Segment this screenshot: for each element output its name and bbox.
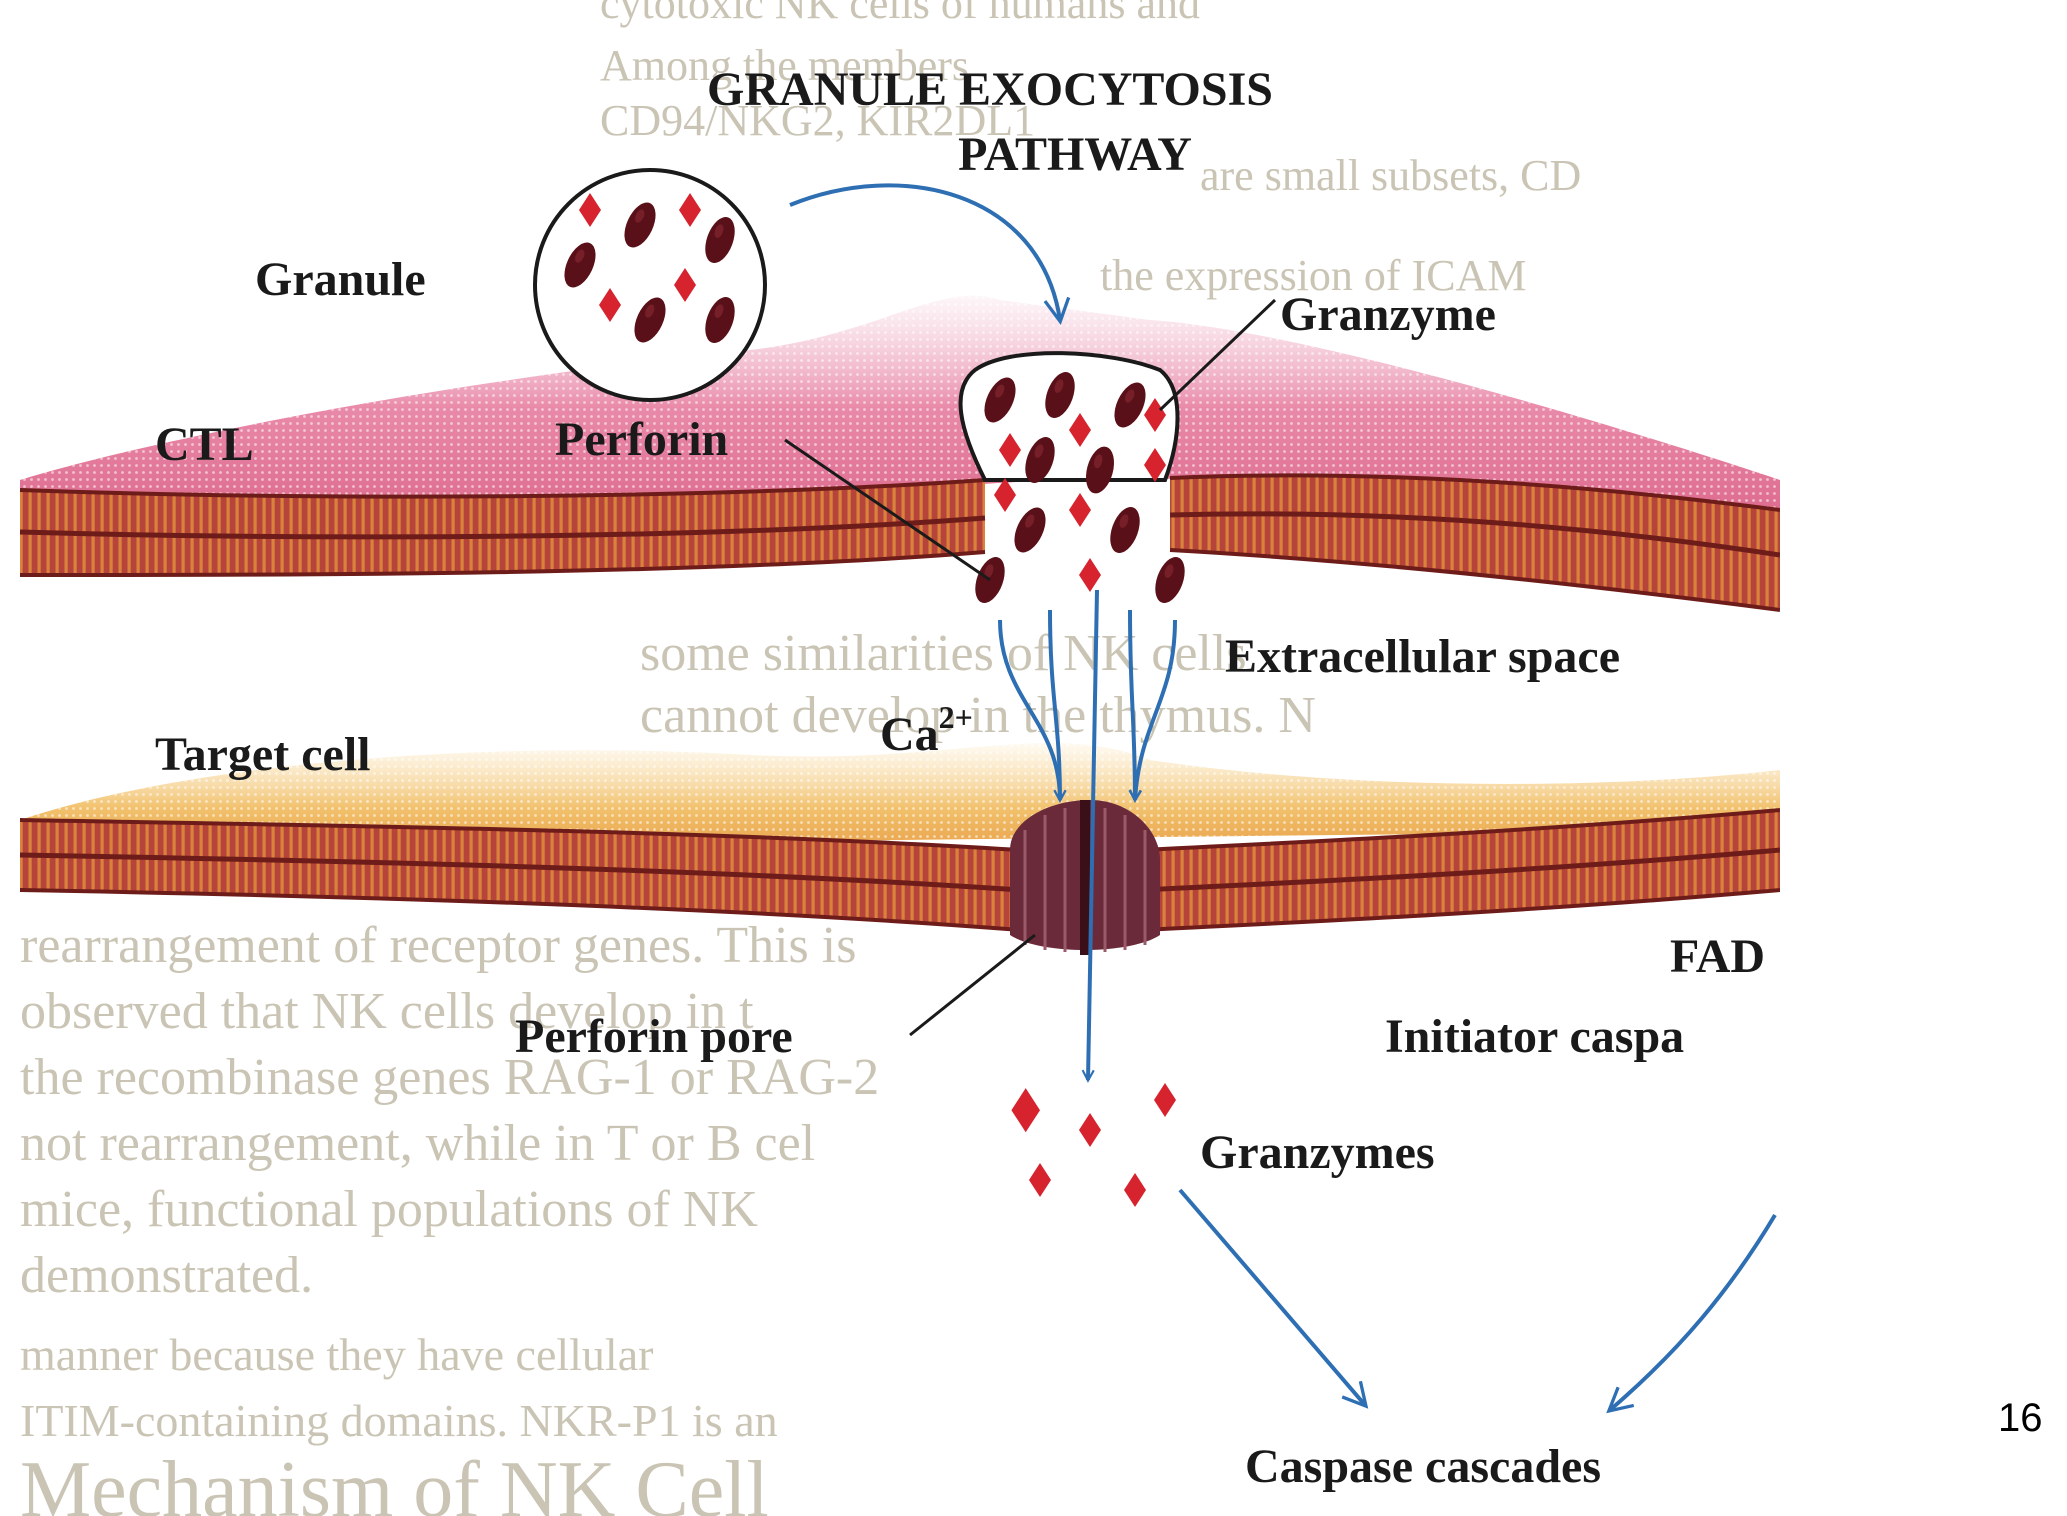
granzymes-label: Granzymes: [1200, 1126, 1435, 1179]
background-text-line: Mechanism of NK Cell: [20, 1446, 769, 1516]
calcium-label: Ca2+: [880, 699, 973, 761]
released-granzymes: [1011, 1083, 1176, 1207]
extracellular-space-label: Extracellular space: [1225, 630, 1620, 683]
granzyme-entry-arrow: [1088, 589, 1099, 1080]
granzyme-caspase-arrow: [1178, 1188, 1369, 1409]
target-cell: [19, 743, 1780, 932]
background-text-line: some similarities of NK cells: [640, 625, 1247, 682]
background-text-line: demonstrated.: [20, 1247, 313, 1304]
pointer-lines: [784, 298, 1277, 1037]
target-cell-label: Target cell: [155, 728, 370, 781]
fadd-label: FAD: [1670, 930, 1765, 983]
ctl-membrane-left: [20, 480, 985, 575]
perforin-pore-label: Perforin pore: [515, 1010, 793, 1063]
perforin-arrow: [1128, 609, 1135, 800]
background-text-line: are small subsets, CD: [1200, 151, 1581, 200]
granzyme-pointer: [1158, 298, 1277, 412]
caspase-cascades-label: Caspase cascades: [1245, 1440, 1601, 1493]
fusing-granule: [958, 351, 1191, 607]
title-line-1: GRANULE EXOCYTOSIS: [707, 63, 1273, 116]
ctl-cell: [19, 295, 1780, 612]
perforin-arrow: [998, 619, 1060, 800]
arrows: [789, 183, 1777, 1414]
target-membrane-left: [20, 820, 1020, 930]
initiator-caspase-label: Initiator caspa: [1385, 1010, 1684, 1063]
exocytosis-arrow: [789, 183, 1071, 325]
granule-label: Granule: [255, 253, 426, 306]
granule-exocytosis-diagram: cytotoxic NK cells of humans and Among t…: [19, 0, 1780, 1516]
granule: [533, 168, 767, 402]
background-text-line: manner because they have cellular: [20, 1329, 653, 1380]
background-text-line: ITIM-containing domains. NKR-P1 is an: [20, 1395, 778, 1446]
perforin-arrow: [1048, 609, 1060, 800]
background-text-line: Among the members: [600, 41, 969, 90]
title-line-2: PATHWAY: [958, 128, 1192, 181]
ctl-membrane-right: [1170, 475, 1780, 610]
perforin-arrow: [1135, 619, 1177, 800]
perforin-pore: [1010, 800, 1160, 955]
granzyme-label: Granzyme: [1280, 288, 1496, 341]
background-text-line: CD94/NKG2, KIR2DL1: [600, 96, 1035, 145]
initiator-caspase-arrow: [1606, 1213, 1777, 1414]
background-text-line: cytotoxic NK cells of humans and: [600, 0, 1200, 28]
background-text-line: rearrangement of receptor genes. This is: [20, 917, 856, 974]
perforin-pore-pointer: [909, 933, 1036, 1037]
background-text-line: mice, functional populations of NK: [20, 1181, 758, 1238]
background-text-line: the recombinase genes RAG-1 or RAG-2: [20, 1049, 879, 1106]
target-membrane-right: [1140, 810, 1780, 930]
background-text-line: cannot develop in the thymus. N: [640, 687, 1316, 744]
page-number: 16: [1998, 1396, 2043, 1440]
ctl-label: CTL: [155, 418, 254, 471]
background-text-line: not rearrangement, while in T or B cel: [20, 1115, 815, 1172]
background-text-line: the expression of ICAM: [1100, 251, 1527, 300]
background-text-line: observed that NK cells develop in t: [20, 983, 754, 1040]
perforin-pointer: [784, 438, 991, 582]
background-text: cytotoxic NK cells of humans and Among t…: [20, 0, 1581, 1516]
perforin-label: Perforin: [555, 413, 728, 466]
